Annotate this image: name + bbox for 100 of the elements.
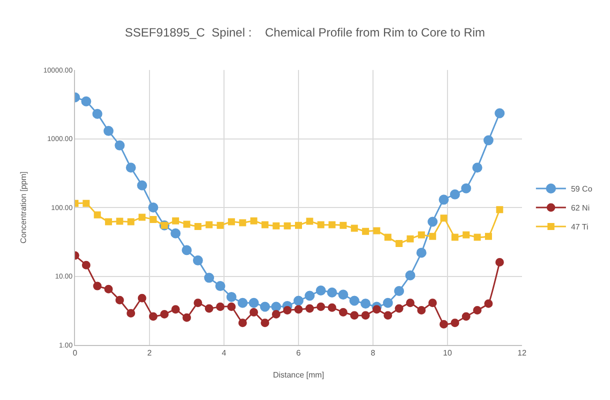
point bbox=[183, 220, 190, 228]
legend-label: 47 Ti bbox=[570, 222, 589, 232]
point bbox=[94, 211, 101, 218]
point bbox=[472, 162, 482, 173]
point bbox=[328, 221, 336, 228]
point bbox=[405, 270, 416, 280]
point bbox=[283, 306, 292, 315]
point bbox=[248, 298, 259, 308]
point bbox=[216, 302, 225, 311]
point bbox=[250, 217, 258, 224]
point bbox=[104, 284, 113, 294]
point bbox=[384, 234, 392, 241]
point bbox=[340, 222, 347, 229]
point bbox=[360, 298, 371, 309]
point bbox=[384, 311, 392, 320]
x-tick-label: 12 bbox=[518, 348, 527, 358]
point bbox=[115, 296, 124, 304]
point bbox=[396, 240, 403, 247]
point bbox=[316, 286, 326, 296]
point bbox=[138, 214, 146, 221]
point bbox=[438, 194, 449, 205]
point bbox=[172, 217, 180, 224]
point bbox=[394, 286, 404, 296]
point bbox=[484, 232, 492, 240]
point bbox=[496, 206, 504, 214]
point bbox=[81, 96, 92, 106]
point bbox=[126, 162, 136, 173]
point bbox=[428, 298, 437, 308]
point bbox=[328, 303, 336, 312]
point bbox=[150, 216, 157, 223]
point bbox=[406, 235, 414, 242]
point bbox=[160, 310, 169, 319]
point bbox=[215, 281, 226, 292]
point bbox=[451, 234, 458, 241]
point bbox=[495, 258, 504, 266]
point bbox=[305, 304, 314, 313]
y-axis-title: Concentration [ppm] bbox=[19, 171, 28, 244]
point bbox=[361, 311, 370, 320]
x-tick-label: 6 bbox=[296, 348, 302, 358]
point bbox=[104, 126, 114, 136]
point bbox=[126, 308, 136, 318]
point bbox=[204, 304, 214, 313]
point bbox=[138, 294, 146, 302]
point bbox=[238, 318, 247, 328]
point bbox=[429, 232, 436, 240]
point bbox=[428, 216, 438, 227]
point bbox=[182, 245, 192, 256]
point bbox=[304, 290, 315, 301]
point bbox=[372, 305, 381, 314]
point bbox=[93, 282, 102, 290]
x-axis-title: Distance [mm] bbox=[272, 370, 324, 380]
point bbox=[338, 308, 348, 316]
x-tick-label: 4 bbox=[222, 348, 227, 358]
chart-title: SSEF91895_C Spinel : Chemical Profile from Rim to Core to Rim bbox=[124, 25, 486, 40]
point bbox=[137, 180, 148, 190]
point bbox=[238, 298, 248, 308]
point bbox=[260, 318, 270, 328]
point bbox=[317, 221, 324, 228]
point bbox=[271, 302, 282, 312]
point bbox=[474, 234, 481, 241]
point bbox=[227, 302, 236, 311]
point bbox=[450, 189, 460, 200]
point bbox=[192, 255, 203, 266]
point bbox=[462, 231, 470, 238]
point bbox=[473, 306, 482, 315]
point bbox=[171, 305, 180, 314]
point bbox=[462, 312, 470, 321]
point bbox=[182, 313, 191, 322]
point bbox=[338, 290, 348, 300]
point bbox=[483, 135, 494, 146]
point bbox=[382, 298, 393, 308]
point bbox=[295, 222, 302, 229]
point bbox=[114, 140, 125, 150]
point bbox=[82, 200, 90, 207]
x-tick-label: 2 bbox=[147, 348, 152, 358]
point bbox=[194, 298, 202, 308]
point bbox=[148, 312, 158, 321]
point bbox=[127, 218, 134, 226]
x-tick-label: 0 bbox=[72, 348, 78, 358]
point bbox=[228, 218, 235, 226]
point bbox=[194, 222, 202, 230]
point bbox=[306, 218, 314, 225]
point bbox=[216, 222, 224, 229]
point bbox=[284, 222, 291, 230]
point bbox=[92, 108, 102, 119]
point bbox=[417, 306, 426, 315]
point bbox=[350, 224, 358, 232]
point bbox=[350, 311, 359, 320]
point bbox=[226, 292, 236, 302]
point bbox=[116, 218, 124, 225]
point bbox=[418, 231, 425, 238]
legend-label: 62 Ni bbox=[570, 204, 590, 213]
point bbox=[349, 296, 360, 306]
point bbox=[239, 219, 246, 226]
point bbox=[272, 310, 280, 319]
legend-label: 59 Co bbox=[570, 184, 593, 194]
point bbox=[461, 183, 472, 194]
point bbox=[327, 288, 338, 298]
point bbox=[170, 228, 181, 238]
point bbox=[260, 302, 270, 312]
